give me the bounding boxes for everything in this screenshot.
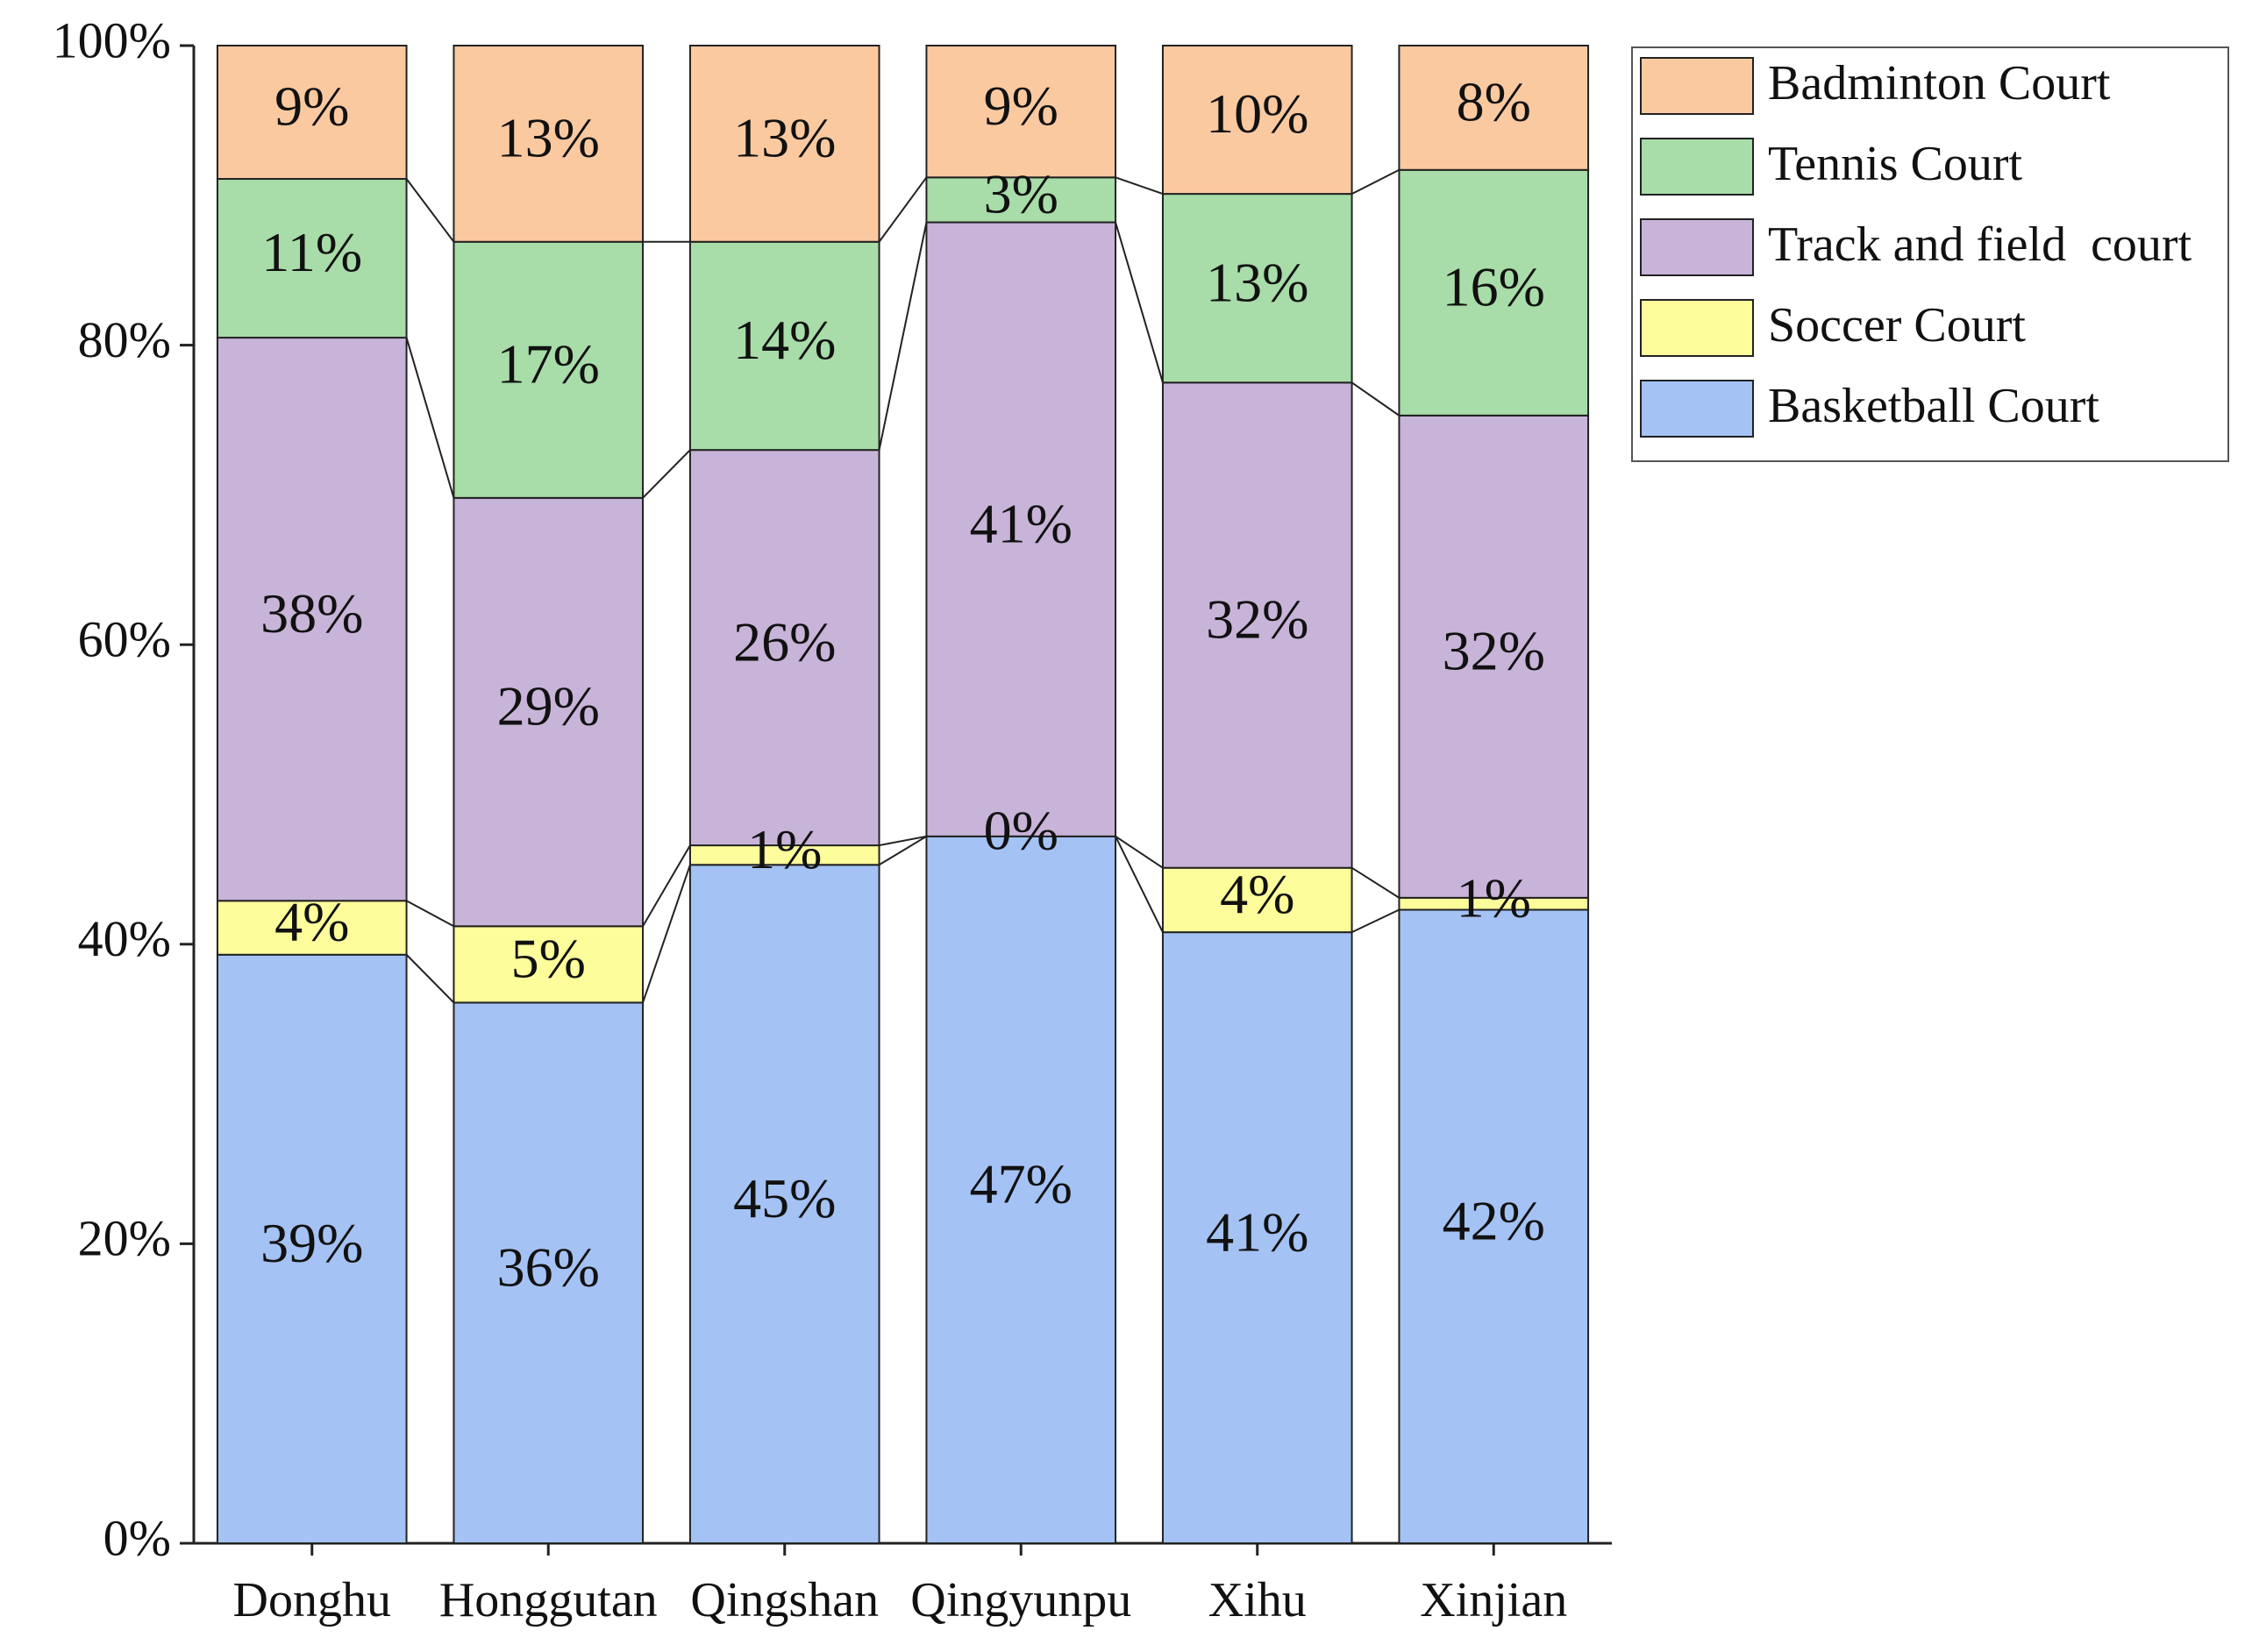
bar-segment [216,900,408,956]
bar-segment [453,45,645,243]
legend-label: Tennis Court [1768,137,2023,191]
bar-segment [1161,866,1353,934]
x-tick-label: Donghu [233,1573,391,1627]
connector [1351,866,1400,899]
legend-label: Track and field court [1768,217,2192,272]
connector [1115,176,1164,196]
legend-swatch [1640,138,1754,196]
y-tick-label: 0% [103,1509,171,1566]
value-label: 32% [1206,588,1308,651]
bar-segment [453,1001,645,1544]
bar-segment [216,953,408,1544]
bar-segment [688,864,880,1544]
bar-segment [1398,908,1590,1544]
bar-segment [1161,45,1353,196]
connector [878,222,928,451]
value-label: 41% [970,492,1073,554]
legend-swatch [1640,380,1754,438]
value-label: 38% [260,582,363,644]
connector [642,449,691,499]
value-label: 13% [497,107,600,169]
legend-label: Basketball Court [1768,379,2099,433]
y-tick-label: 80% [78,311,171,368]
value-label: 9% [984,75,1058,137]
value-label: 9% [274,75,349,138]
bar-segment [1398,45,1590,171]
bar-segment [688,449,880,847]
connector [405,954,455,1004]
legend-swatch [1640,299,1754,357]
legend-label: Badminton Court [1768,56,2111,110]
connector [405,178,455,243]
bar-segment [1398,414,1590,899]
value-label: 45% [733,1167,836,1229]
y-tick-label: 100% [53,11,171,68]
bar-segment [925,45,1117,179]
connector [1115,836,1164,933]
value-label: 36% [497,1235,600,1298]
value-label: 41% [1206,1200,1308,1263]
connector [1351,381,1400,417]
value-label: 1% [747,818,822,880]
bar-segment [688,240,880,452]
value-label: 4% [274,891,349,953]
bar-segment [1161,931,1353,1544]
bar-segment [216,178,408,339]
value-label: 26% [733,610,836,673]
bar-segment [1161,193,1353,384]
bar-segment [453,240,645,499]
value-label: 3% [984,163,1058,225]
value-label: 4% [1220,863,1294,925]
y-tick-label: 20% [78,1210,171,1267]
value-label: 1% [1457,866,1531,929]
connector [879,835,927,847]
legend-label: Soccer Court [1768,298,2026,352]
value-label: 5% [511,928,586,990]
connector [1115,222,1164,383]
value-label: 13% [733,107,836,169]
value-label: 11% [261,221,362,283]
y-tick-label: 40% [78,910,171,967]
connector [642,864,691,1003]
value-label: 47% [970,1153,1073,1215]
value-label: 8% [1457,71,1531,133]
value-label: 0% [984,800,1058,862]
value-label: 29% [497,675,600,737]
value-label: 10% [1206,82,1308,145]
bar-segment [453,496,645,928]
x-tick-label: Xinjian [1420,1573,1567,1627]
value-label: 32% [1443,620,1545,682]
value-label: 39% [260,1212,363,1274]
x-tick-label: Xihu [1208,1573,1307,1627]
bar-segment [1398,168,1590,417]
connector [878,176,928,243]
value-label: 42% [1443,1189,1545,1251]
bar-segment [216,45,408,181]
connector [1351,168,1400,195]
legend-swatch [1640,57,1754,115]
bar-segment [925,835,1117,1544]
connector [405,337,455,499]
x-tick-label: Qingyunpu [910,1573,1131,1627]
connector [406,900,454,928]
value-label: 16% [1443,256,1545,318]
value-label: 17% [497,332,600,395]
connector [1351,908,1400,934]
bar-segment [216,337,408,902]
value-label: 13% [1206,251,1308,313]
bar-segment [925,221,1117,837]
connector [642,844,691,927]
value-label: 14% [733,309,836,371]
x-tick-label: Honggutan [439,1573,658,1627]
connector [879,835,927,866]
bar-segment [1161,381,1353,869]
y-tick-label: 60% [78,611,171,668]
x-tick-label: Qingshan [690,1573,879,1627]
connector [1115,835,1164,869]
legend-swatch [1640,218,1754,276]
bar-segment [688,45,880,243]
